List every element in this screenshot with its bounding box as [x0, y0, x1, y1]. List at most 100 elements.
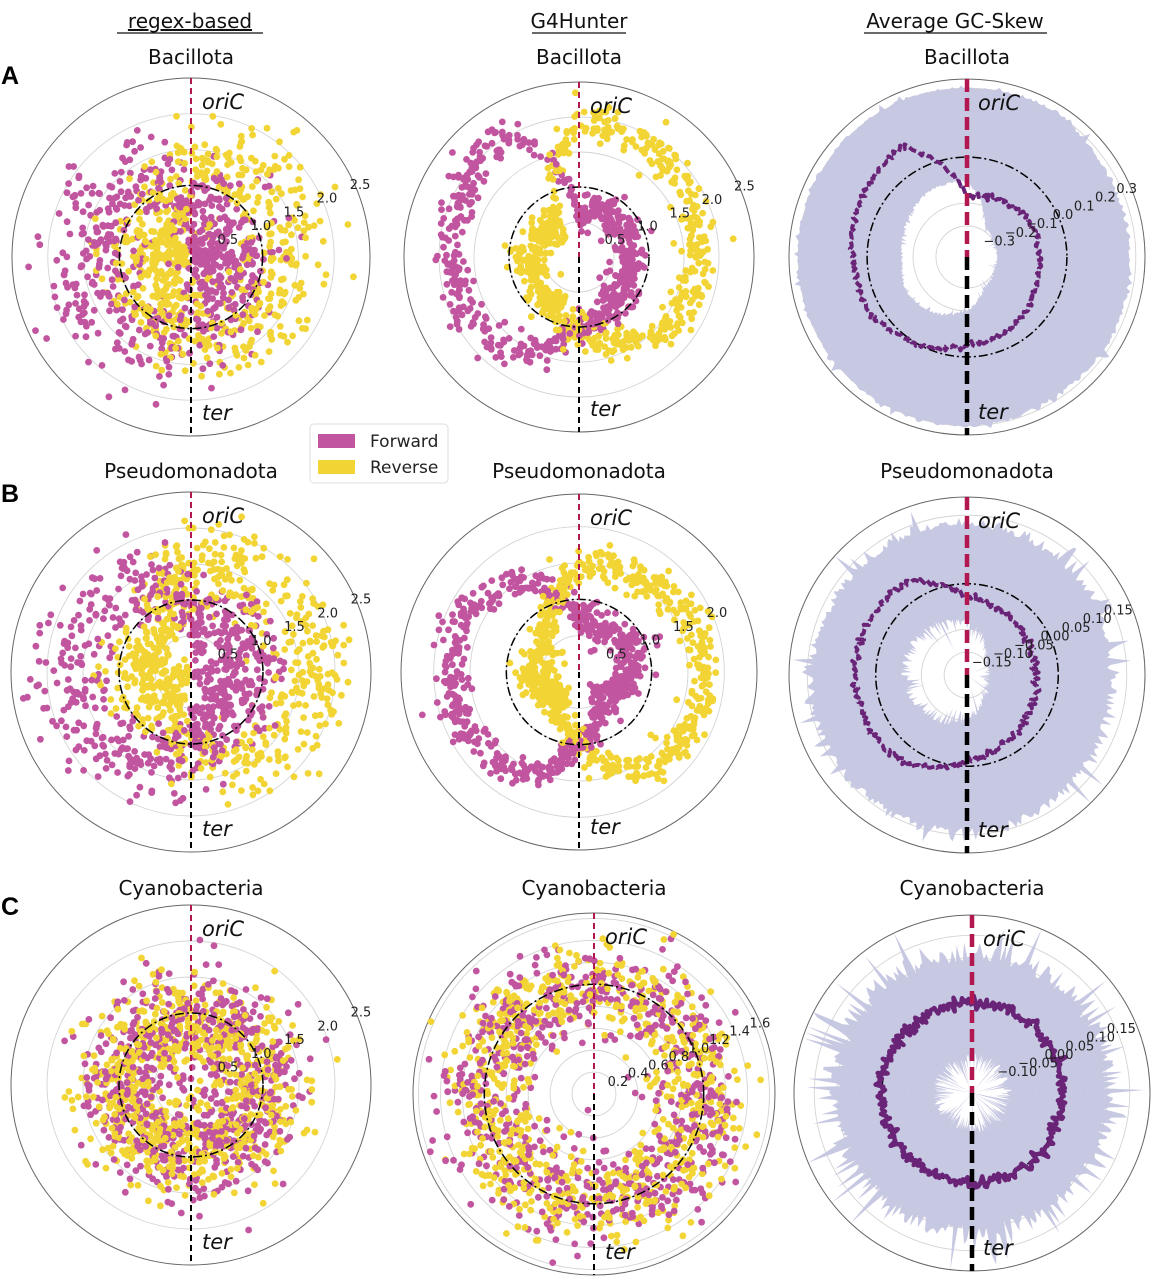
reverse-point — [201, 141, 209, 149]
reverse-point — [256, 301, 263, 308]
reverse-point — [156, 216, 163, 224]
forward-point — [96, 190, 103, 198]
forward-point — [460, 609, 468, 616]
forward-point — [32, 327, 39, 334]
reverse-point — [687, 247, 695, 255]
reverse-point — [704, 664, 712, 672]
reverse-point — [204, 275, 212, 283]
forward-point — [129, 138, 137, 146]
forward-point — [65, 301, 73, 309]
forward-point — [280, 665, 287, 673]
reverse-point — [663, 320, 671, 327]
reverse-point — [244, 361, 252, 369]
forward-point — [207, 288, 215, 295]
forward-point — [488, 577, 496, 584]
forward-point — [83, 322, 90, 330]
forward-point — [79, 250, 87, 257]
reverse-point — [695, 185, 703, 193]
reverse-point — [143, 634, 150, 642]
forward-point — [201, 261, 209, 269]
reverse-point — [144, 640, 152, 648]
reverse-point — [251, 622, 258, 630]
forward-point — [469, 589, 477, 597]
forward-point — [193, 703, 201, 710]
radial-tick-label: 2.0 — [702, 193, 723, 208]
forward-point — [440, 215, 448, 222]
reverse-point — [546, 151, 554, 159]
forward-point — [192, 315, 200, 323]
reverse-point — [596, 140, 604, 148]
forward-point — [498, 574, 506, 582]
reverse-point — [241, 555, 249, 562]
forward-point — [453, 668, 461, 675]
reverse-point — [138, 300, 146, 307]
reverse-point — [167, 699, 175, 706]
panel-letter-c: C — [1, 893, 19, 921]
forward-point — [117, 572, 125, 580]
reverse-point — [277, 332, 285, 339]
reverse-point — [667, 288, 675, 296]
forward-point — [200, 571, 208, 579]
reverse-point — [528, 214, 536, 222]
forward-point — [209, 233, 217, 241]
forward-point — [183, 281, 191, 288]
reverse-point — [663, 739, 670, 747]
forward-point — [220, 705, 228, 713]
forward-point — [559, 335, 567, 343]
forward-point — [96, 238, 104, 246]
forward-point — [214, 240, 222, 247]
forward-point — [495, 322, 503, 329]
reverse-point — [288, 245, 295, 253]
forward-point — [222, 259, 229, 267]
forward-point — [53, 722, 60, 730]
reverse-point — [527, 313, 535, 321]
forward-point — [461, 595, 469, 603]
reverse-point — [270, 166, 278, 173]
forward-point — [641, 664, 649, 672]
reverse-point — [230, 747, 238, 755]
forward-point — [440, 678, 448, 685]
forward-point — [570, 614, 577, 622]
reverse-point — [183, 205, 190, 213]
reverse-point — [559, 346, 567, 353]
forward-point — [159, 729, 167, 737]
reverse-point — [559, 140, 567, 148]
forward-point — [91, 704, 99, 712]
reverse-point — [285, 221, 293, 229]
forward-point — [101, 705, 108, 712]
reverse-point — [193, 544, 201, 552]
reverse-point — [604, 130, 612, 138]
forward-point — [480, 727, 488, 735]
reverse-point — [571, 711, 579, 719]
reverse-point — [229, 773, 237, 780]
forward-point — [109, 614, 117, 621]
forward-point — [449, 701, 457, 708]
reverse-point — [507, 248, 514, 255]
reverse-point — [135, 646, 143, 653]
panel-title: Bacillota — [148, 45, 234, 69]
forward-point — [488, 139, 496, 147]
forward-point — [630, 680, 637, 688]
reverse-point — [667, 340, 675, 348]
forward-point — [104, 632, 112, 640]
reverse-point — [670, 240, 678, 247]
reverse-point — [276, 323, 284, 330]
reverse-point — [259, 733, 267, 740]
reverse-point — [569, 306, 577, 313]
reverse-point — [173, 112, 180, 120]
reverse-point — [659, 167, 667, 174]
forward-point — [32, 642, 40, 650]
reverse-point — [227, 159, 235, 166]
forward-point — [129, 717, 137, 725]
forward-point — [112, 345, 119, 353]
reverse-point — [163, 579, 171, 586]
reverse-point — [331, 183, 339, 191]
reverse-point — [264, 170, 271, 178]
forward-point — [602, 293, 610, 301]
forward-point — [621, 193, 628, 201]
reverse-point — [623, 354, 631, 362]
forward-point — [64, 767, 72, 774]
reverse-point — [316, 722, 324, 729]
reverse-point — [236, 193, 244, 201]
